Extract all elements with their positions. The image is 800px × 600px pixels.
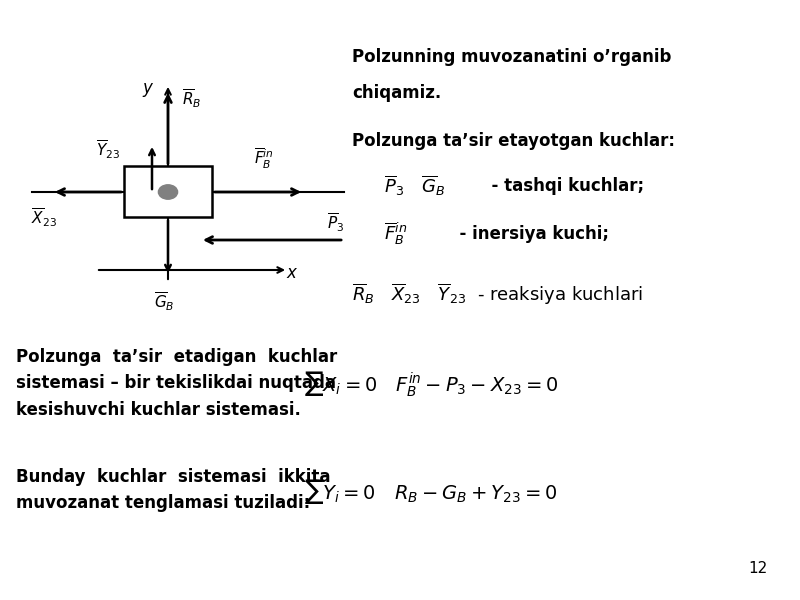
Text: $\overline{R}_B \quad \overline{X}_{23} \quad \overline{Y}_{23}$  - reaksiya kuc: $\overline{R}_B \quad \overline{X}_{23} …	[352, 281, 643, 307]
Text: $\overline{R}_B$: $\overline{R}_B$	[182, 88, 202, 110]
Text: $\sum X_i = 0 \quad F_B^{in} - P_3 - X_{23} = 0$: $\sum X_i = 0 \quad F_B^{in} - P_3 - X_{…	[304, 369, 558, 399]
Text: Polzunga  ta’sir  etadigan  kuchlar
sistemasi – bir tekislikdai nuqtada
kesishuv: Polzunga ta’sir etadigan kuchlar sistema…	[16, 348, 338, 419]
Text: - tashqi kuchlar;: - tashqi kuchlar;	[480, 177, 644, 195]
Circle shape	[158, 185, 178, 199]
Text: Bunday  kuchlar  sistemasi  ikkita
muvozanat tenglamasi tuziladi:: Bunday kuchlar sistemasi ikkita muvozana…	[16, 468, 330, 512]
Text: $\overline{P}_3 \quad \overline{G}_B$: $\overline{P}_3 \quad \overline{G}_B$	[384, 174, 445, 198]
Text: $\overline{G}_B$: $\overline{G}_B$	[154, 291, 174, 313]
Text: chiqamiz.: chiqamiz.	[352, 84, 442, 102]
Text: - inersiya kuchi;: - inersiya kuchi;	[448, 225, 609, 243]
Text: $x$: $x$	[286, 264, 298, 282]
Text: $\overline{P}_3$: $\overline{P}_3$	[327, 212, 345, 234]
Text: $y$: $y$	[142, 81, 154, 99]
Text: $\overline{X}_{23}$: $\overline{X}_{23}$	[31, 207, 57, 229]
Text: Polzunning muvozanatini o’rganib: Polzunning muvozanatini o’rganib	[352, 48, 671, 66]
Text: $\overline{Y}_{23}$: $\overline{Y}_{23}$	[96, 139, 120, 161]
Text: Polzunga ta’sir etayotgan kuchlar:: Polzunga ta’sir etayotgan kuchlar:	[352, 132, 675, 150]
Text: 12: 12	[749, 561, 768, 576]
Bar	[124, 166, 212, 217]
Text: $\overline{F}_B^{in}$: $\overline{F}_B^{in}$	[254, 147, 274, 171]
Text: $\overline{F}_B^{in}$: $\overline{F}_B^{in}$	[384, 221, 407, 247]
Text: $\sum Y_i = 0 \quad R_B - G_B + Y_{23} = 0$: $\sum Y_i = 0 \quad R_B - G_B + Y_{23} =…	[304, 478, 558, 506]
